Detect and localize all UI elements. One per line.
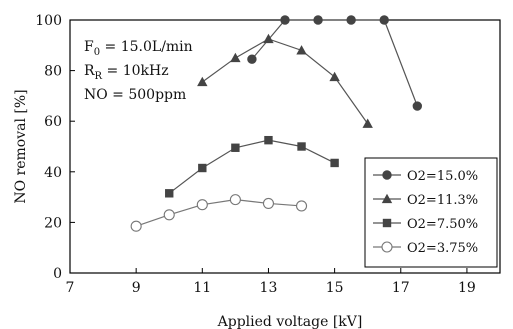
series-line: [168, 139, 335, 194]
x-tick-label: 17: [392, 280, 410, 296]
legend-marker: [381, 241, 393, 253]
condition-annotation: NO = 500ppm: [84, 87, 186, 103]
condition-annotation: F0 = 15.0L/min: [84, 39, 193, 58]
data-point: [346, 15, 356, 25]
data-point: [280, 15, 290, 25]
data-point: [297, 142, 306, 151]
data-point: [198, 163, 207, 173]
data-point: [264, 135, 273, 145]
data-point: [230, 52, 241, 63]
y-tick-label: 0: [53, 266, 62, 282]
data-point: [165, 189, 174, 198]
plot-area: 7 9 11 13 15 17 19 0 20 40 60 80 100 Applied voltage …: [13, 13, 501, 329]
x-tick-label: 11: [193, 280, 211, 296]
series-2: [197, 33, 373, 128]
legend: O2=15.0% O2=11.3% O2=7.50% O2=3.75%: [364, 157, 498, 268]
data-point: [296, 45, 307, 55]
legend-label: O2=7.50%: [407, 217, 478, 232]
data-point: [231, 143, 240, 152]
data-point: [362, 118, 373, 128]
data-point: [379, 15, 389, 25]
series-3: [165, 135, 339, 198]
series-line: [251, 19, 418, 107]
x-tick-label: 15: [326, 280, 344, 296]
series-line: [201, 38, 369, 125]
x-tick-label: 7: [66, 280, 75, 296]
data-point: [196, 199, 208, 211]
legend-item: O2=15.0%: [373, 169, 478, 184]
legend-label: O2=11.3%: [407, 193, 478, 208]
data-point: [313, 15, 323, 25]
data-point: [130, 220, 142, 232]
series-line: [135, 199, 302, 227]
data-point: [229, 194, 241, 206]
x-tick-label: 19: [458, 280, 476, 296]
y-tick-label: 40: [44, 165, 62, 181]
y-axis-label: NO removal [%]: [13, 89, 29, 203]
data-point: [163, 209, 175, 221]
legend-marker: [381, 193, 393, 204]
y-tick-label: 80: [44, 64, 62, 80]
legend-item: O2=11.3%: [373, 193, 478, 208]
y-tick-label: 20: [44, 215, 62, 231]
legend-label: O2=3.75%: [407, 241, 478, 256]
x-axis-label: Applied voltage [kV]: [217, 314, 363, 329]
data-point: [329, 71, 340, 82]
data-point: [263, 33, 274, 44]
legend-label: O2=15.0%: [407, 169, 478, 184]
data-point: [295, 200, 308, 212]
legend-item: O2=3.75%: [373, 241, 478, 256]
data-point: [247, 54, 257, 64]
y-tick-label: 100: [35, 13, 62, 29]
series-1: [247, 15, 423, 111]
x-tick-label: 13: [260, 280, 278, 296]
legend-marker: [382, 170, 392, 180]
data-point: [262, 197, 275, 209]
series-4: [130, 194, 308, 232]
condition-annotation: RR = 10kHz: [84, 63, 169, 82]
data-point: [412, 101, 423, 111]
x-tick-label: 9: [132, 280, 141, 296]
legend-marker: [382, 218, 392, 228]
data-point: [197, 76, 208, 87]
y-tick-label: 60: [44, 114, 62, 130]
legend-item: O2=7.50%: [373, 217, 478, 232]
data-point: [330, 158, 339, 168]
